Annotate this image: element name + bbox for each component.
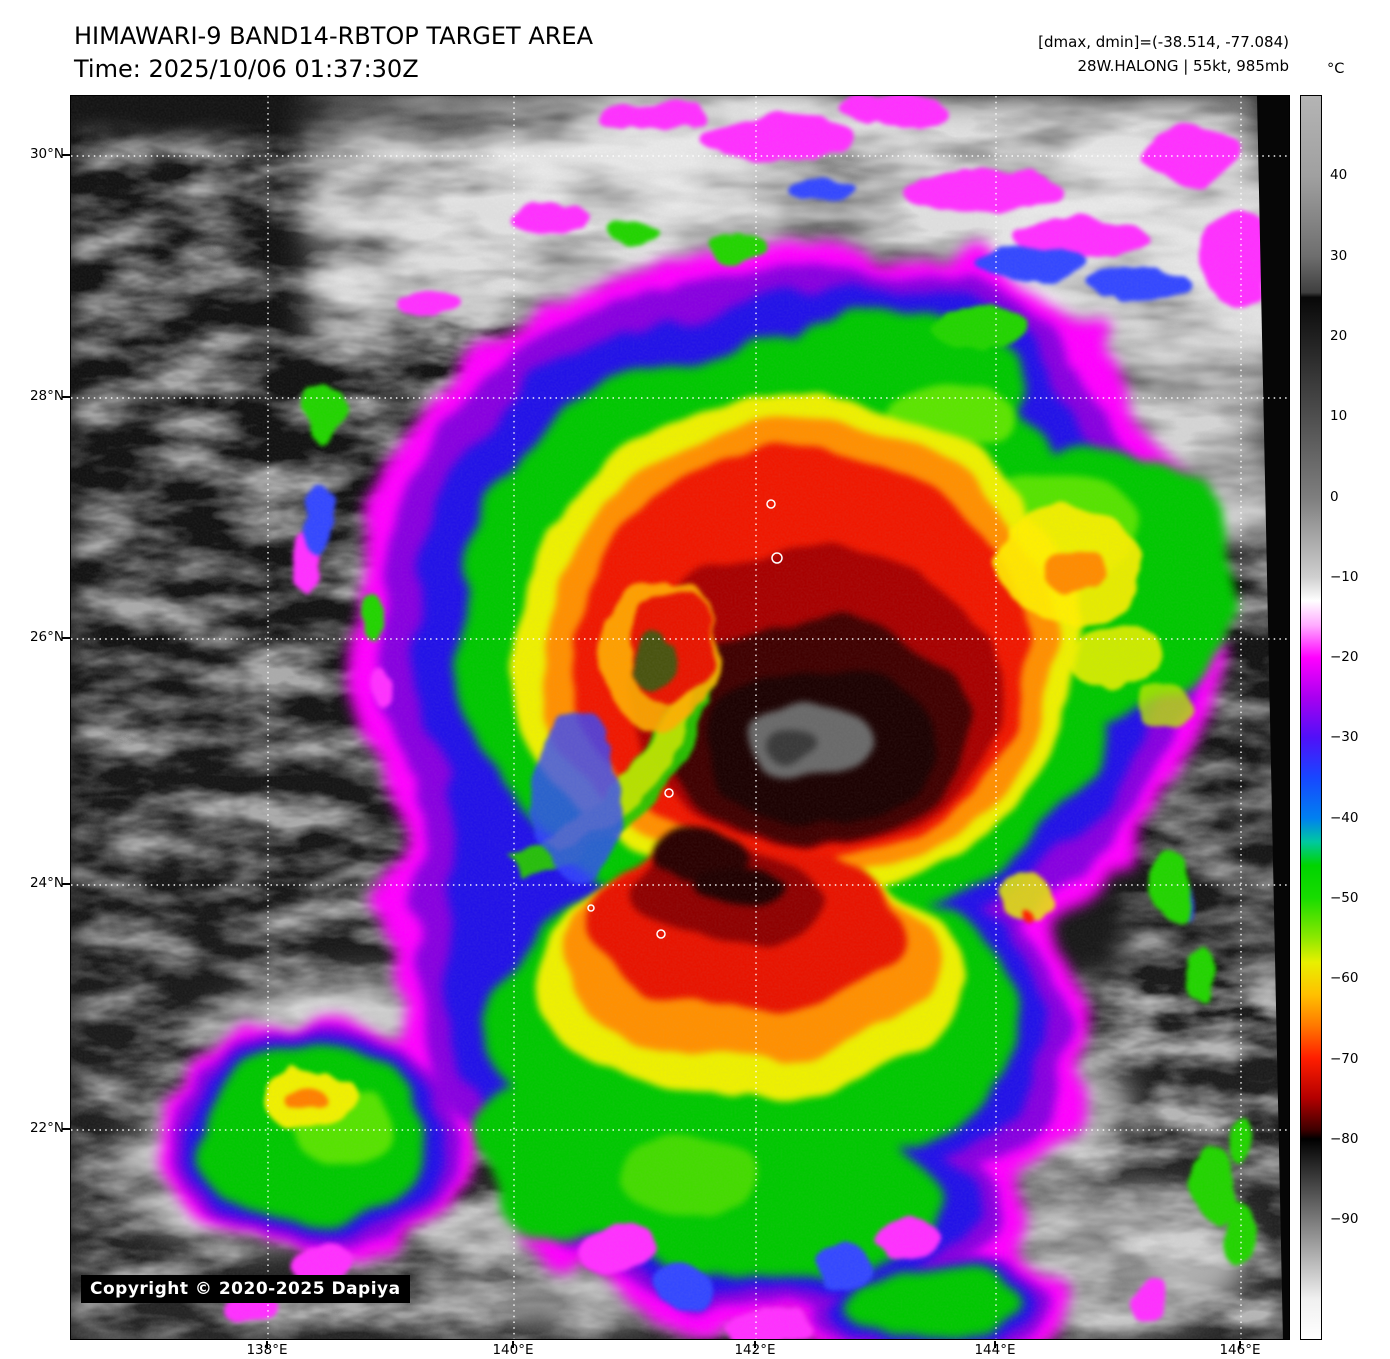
lon-tick	[266, 1341, 268, 1348]
product-time: Time: 2025/10/06 01:37:30Z	[74, 55, 419, 83]
product-title: HIMAWARI-9 BAND14-RBTOP TARGET AREA	[74, 22, 594, 50]
colorbar-tick-40: 40	[1330, 167, 1348, 183]
lat-tick	[62, 154, 70, 156]
lat-label-22n: 22°N	[29, 1120, 64, 1136]
colorbar-tick-30: 30	[1330, 248, 1348, 264]
colorbar-gradient	[1300, 95, 1322, 1340]
dmax-dmin-label: [dmax, dmin]=(-38.514, -77.084)	[1038, 33, 1289, 51]
lat-tick	[62, 1128, 70, 1130]
copyright-badge: Copyright © 2020-2025 Dapiya	[81, 1275, 410, 1303]
lon-tick	[1239, 1341, 1241, 1348]
colorbar-tick-20: 20	[1330, 328, 1348, 344]
satellite-imagery	[71, 96, 1289, 1339]
colorbar-tick-m50: −50	[1330, 890, 1359, 906]
colorbar-tick-m20: −20	[1330, 649, 1359, 665]
colorbar-tick-m80: −80	[1330, 1131, 1359, 1147]
lon-label-146e: 146°E	[1219, 1342, 1261, 1358]
colorbar-tick-m90: −90	[1330, 1211, 1359, 1227]
colorbar-tick-m40: −40	[1330, 810, 1359, 826]
sensor-grain-overlay	[71, 96, 1289, 1339]
lat-label-28n: 28°N	[29, 388, 64, 404]
lon-label-144e: 144°E	[974, 1342, 1016, 1358]
lon-label-142e: 142°E	[734, 1342, 776, 1358]
lon-tick	[512, 1341, 514, 1348]
gridlines-layer	[71, 96, 1289, 1339]
lat-tick	[62, 637, 70, 639]
lat-label-26n: 26°N	[29, 629, 64, 645]
lat-label-24n: 24°N	[29, 875, 64, 891]
colorbar-tick-m10: −10	[1330, 569, 1359, 585]
lon-tick	[994, 1341, 996, 1348]
colorbar-unit-label: °C	[1327, 61, 1345, 77]
header-meta-block: [dmax, dmin]=(-38.514, -77.084) 28W.HALO…	[1038, 30, 1289, 78]
lon-tick	[754, 1341, 756, 1348]
satellite-map: Copyright © 2020-2025 Dapiya	[70, 95, 1290, 1340]
scan-edge	[1257, 96, 1289, 1339]
coastline-layer	[587, 499, 783, 939]
lon-label-140e: 140°E	[492, 1342, 534, 1358]
lon-label-138e: 138°E	[246, 1342, 288, 1358]
colorbar-tick-10: 10	[1330, 408, 1348, 424]
lat-label-30n: 30°N	[29, 146, 64, 162]
colorbar-tick-m70: −70	[1330, 1051, 1359, 1067]
storm-info-label: 28W.HALONG | 55kt, 985mb	[1077, 57, 1289, 75]
colorbar-tick-m30: −30	[1330, 729, 1359, 745]
colorbar-tick-m60: −60	[1330, 970, 1359, 986]
header-title-block: HIMAWARI-9 BAND14-RBTOP TARGET AREA Time…	[74, 20, 593, 86]
colorbar-tick-0: 0	[1330, 489, 1339, 505]
lat-tick	[62, 396, 70, 398]
lat-tick	[62, 883, 70, 885]
